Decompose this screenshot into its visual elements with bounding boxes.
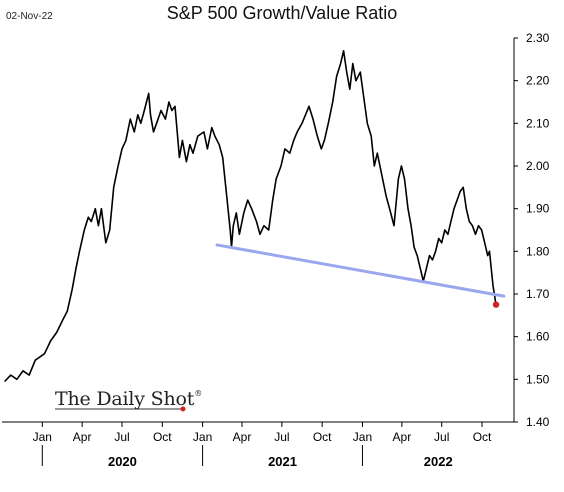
date-stamp: 02-Nov-22 bbox=[6, 11, 53, 22]
marker-layer bbox=[55, 301, 500, 412]
y-tick-label: 2.00 bbox=[526, 159, 550, 173]
year-label: 2020 bbox=[108, 454, 137, 469]
y-tick-label: 1.70 bbox=[526, 287, 550, 301]
x-tick-label: Apr bbox=[73, 430, 92, 444]
year-label: 2021 bbox=[268, 454, 297, 469]
brand-logo-dot bbox=[180, 406, 186, 412]
series-layer bbox=[4, 49, 497, 383]
brand-mark: ® bbox=[194, 389, 203, 398]
x-tick-label: Apr bbox=[233, 430, 252, 444]
x-tick-label: Jul bbox=[434, 430, 449, 444]
series-line bbox=[4, 49, 497, 383]
y-tick-label: 1.50 bbox=[526, 372, 550, 386]
last-value-marker bbox=[492, 301, 500, 308]
x-tick-label: Jan bbox=[353, 430, 372, 444]
x-tick-label: Apr bbox=[393, 430, 412, 444]
x-tick-label: Oct bbox=[473, 430, 492, 444]
x-tick-label: Jul bbox=[114, 430, 129, 444]
y-tick-label: 2.30 bbox=[526, 31, 550, 45]
y-tick-label: 2.20 bbox=[526, 74, 550, 88]
support-trendline bbox=[215, 243, 506, 298]
y-tick-label: 1.90 bbox=[526, 202, 550, 216]
y-axis: 2.30 2.20 2.10 2.00 1.90 1.80 1.70 1.60 1.50 1.40 bbox=[514, 31, 550, 429]
y-tick-label: 2.10 bbox=[526, 116, 550, 130]
trendline-layer bbox=[215, 243, 506, 298]
y-tick-label: 1.60 bbox=[526, 330, 550, 344]
y-tick-label: 1.40 bbox=[526, 415, 550, 429]
year-label: 2022 bbox=[424, 454, 453, 469]
plot-frame bbox=[2, 38, 515, 423]
x-tick-label: Jan bbox=[33, 430, 52, 444]
x-tick-label: Oct bbox=[153, 430, 172, 444]
x-tick-label: Jul bbox=[274, 430, 289, 444]
x-axis: Jan Apr Jul Oct Jan Apr Jul Oct Jan Apr Jul Oct 2020… bbox=[33, 422, 492, 469]
chart-title: S&P 500 Growth/Value Ratio bbox=[166, 3, 398, 23]
y-tick-label: 1.80 bbox=[526, 244, 550, 258]
x-tick-label: Oct bbox=[313, 430, 332, 444]
x-tick-label: Jan bbox=[193, 430, 212, 444]
brand-name: The Daily Shot bbox=[55, 388, 195, 410]
brand-logo: The Daily Shot® bbox=[55, 388, 202, 410]
